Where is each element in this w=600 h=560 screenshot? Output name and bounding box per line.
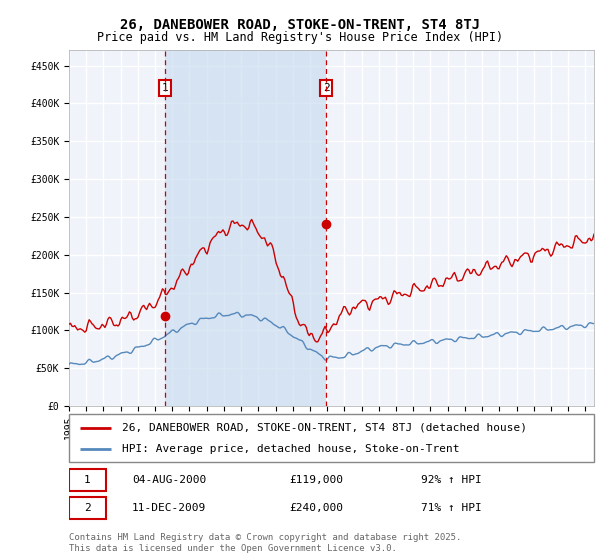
FancyBboxPatch shape [69, 414, 594, 462]
FancyBboxPatch shape [69, 469, 106, 491]
Text: 2: 2 [84, 503, 91, 514]
Text: 04-AUG-2000: 04-AUG-2000 [132, 475, 206, 485]
Text: £240,000: £240,000 [290, 503, 343, 514]
Text: 11-DEC-2009: 11-DEC-2009 [132, 503, 206, 514]
Text: 2: 2 [323, 83, 329, 93]
FancyBboxPatch shape [69, 497, 106, 520]
Text: 92% ↑ HPI: 92% ↑ HPI [421, 475, 482, 485]
Text: 1: 1 [161, 83, 169, 93]
Text: 26, DANEBOWER ROAD, STOKE-ON-TRENT, ST4 8TJ: 26, DANEBOWER ROAD, STOKE-ON-TRENT, ST4 … [120, 18, 480, 32]
Text: 71% ↑ HPI: 71% ↑ HPI [421, 503, 482, 514]
Text: £119,000: £119,000 [290, 475, 343, 485]
Text: Price paid vs. HM Land Registry's House Price Index (HPI): Price paid vs. HM Land Registry's House … [97, 31, 503, 44]
Text: Contains HM Land Registry data © Crown copyright and database right 2025.
This d: Contains HM Land Registry data © Crown c… [69, 533, 461, 553]
Text: HPI: Average price, detached house, Stoke-on-Trent: HPI: Average price, detached house, Stok… [121, 444, 459, 454]
Bar [165, 50, 326, 406]
Text: 26, DANEBOWER ROAD, STOKE-ON-TRENT, ST4 8TJ (detached house): 26, DANEBOWER ROAD, STOKE-ON-TRENT, ST4 … [121, 423, 527, 433]
Text: 1: 1 [84, 475, 91, 485]
